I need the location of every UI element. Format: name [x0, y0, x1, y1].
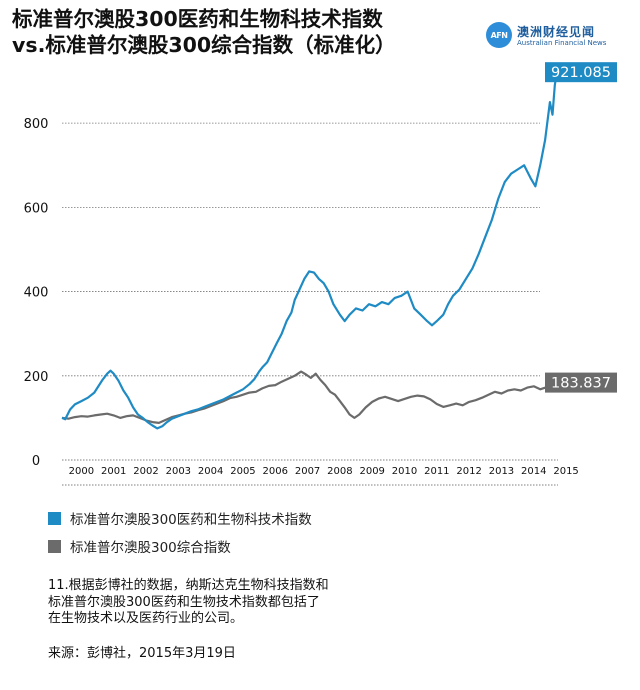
x-tick-label-2003: 2003 — [166, 466, 191, 477]
x-tick-label-2010: 2010 — [392, 466, 417, 477]
end-label-health: 921.085 — [551, 65, 611, 81]
x-tick-label-2006: 2006 — [263, 466, 288, 477]
x-tick-label-2005: 2005 — [230, 466, 255, 477]
afn-logo-mark: AFN — [486, 22, 512, 48]
title-line-1: 标准普尔澳股300医药和生物科技术指数 — [12, 7, 383, 31]
x-tick-label-2001: 2001 — [101, 466, 126, 477]
logo-name-cn: 澳洲财经见闻 — [517, 25, 596, 39]
end-label-box-health — [545, 62, 617, 83]
series-line-health — [61, 72, 558, 430]
line-chart: 0 200 400 600 800 2000 2001 2002 2003 2004 2005 200… — [24, 62, 617, 486]
legend-item-health: 标准普尔澳股300医药和生物科技术指数 — [48, 508, 608, 528]
afn-logo: AFN 澳洲财经见闻 Australian Financial News — [486, 22, 636, 52]
footnote-line-2: 标准普尔澳股300医药和生物技术指数都包括了 — [48, 594, 320, 610]
series-line-composite — [61, 370, 558, 424]
y-tick-label-200: 200 — [24, 370, 49, 385]
x-tick-label-2004: 2004 — [198, 466, 223, 477]
x-tick-label-2000: 2000 — [69, 466, 94, 477]
logo-name-en: Australian Financial News — [517, 39, 607, 47]
legend-swatch-composite — [48, 539, 61, 553]
x-tick-label-2014: 2014 — [521, 466, 546, 477]
title-line-2: vs.标准普尔澳股300综合指数（标准化） — [12, 33, 396, 57]
legend-item-composite: 标准普尔澳股300综合指数 — [48, 536, 608, 556]
x-tick-label-2012: 2012 — [456, 466, 481, 477]
footnote-line-3: 在生物技术以及医药行业的公司。 — [48, 611, 244, 626]
chart-title: 标准普尔澳股300医药和生物科技术指数 vs.标准普尔澳股300综合指数（标准化… — [12, 6, 482, 58]
chart-legend: 标准普尔澳股300医药和生物科技术指数 标准普尔澳股300综合指数 — [48, 508, 608, 564]
x-tick-label-2011: 2011 — [424, 466, 449, 477]
source-note: 来源：彭博社，2015年3月19日 — [48, 646, 236, 661]
legend-label-health: 标准普尔澳股300医药和生物科技术指数 — [70, 512, 312, 528]
legend-label-composite: 标准普尔澳股300综合指数 — [70, 540, 231, 556]
y-tick-label-800: 800 — [24, 117, 49, 132]
footnote-line-1: 11.根据彭博社的数据，纳斯达克生物科技指数和 — [48, 578, 329, 593]
y-tick-label-400: 400 — [24, 286, 49, 301]
x-tick-label-2008: 2008 — [327, 466, 352, 477]
end-label-box-composite — [545, 372, 617, 393]
x-tick-label-2002: 2002 — [133, 466, 158, 477]
x-tick-label-2007: 2007 — [295, 466, 320, 477]
y-tick-label-0: 0 — [32, 454, 40, 469]
x-tick-label-2015: 2015 — [553, 466, 578, 477]
footnote: 11.根据彭博社的数据，纳斯达克生物科技指数和 标准普尔澳股300医药和生物技术… — [48, 578, 588, 628]
y-tick-label-600: 600 — [24, 201, 49, 216]
legend-swatch-health — [48, 511, 61, 525]
x-tick-label-2013: 2013 — [489, 466, 514, 477]
x-tick-label-2009: 2009 — [359, 466, 384, 477]
end-label-composite: 183.837 — [551, 376, 611, 392]
